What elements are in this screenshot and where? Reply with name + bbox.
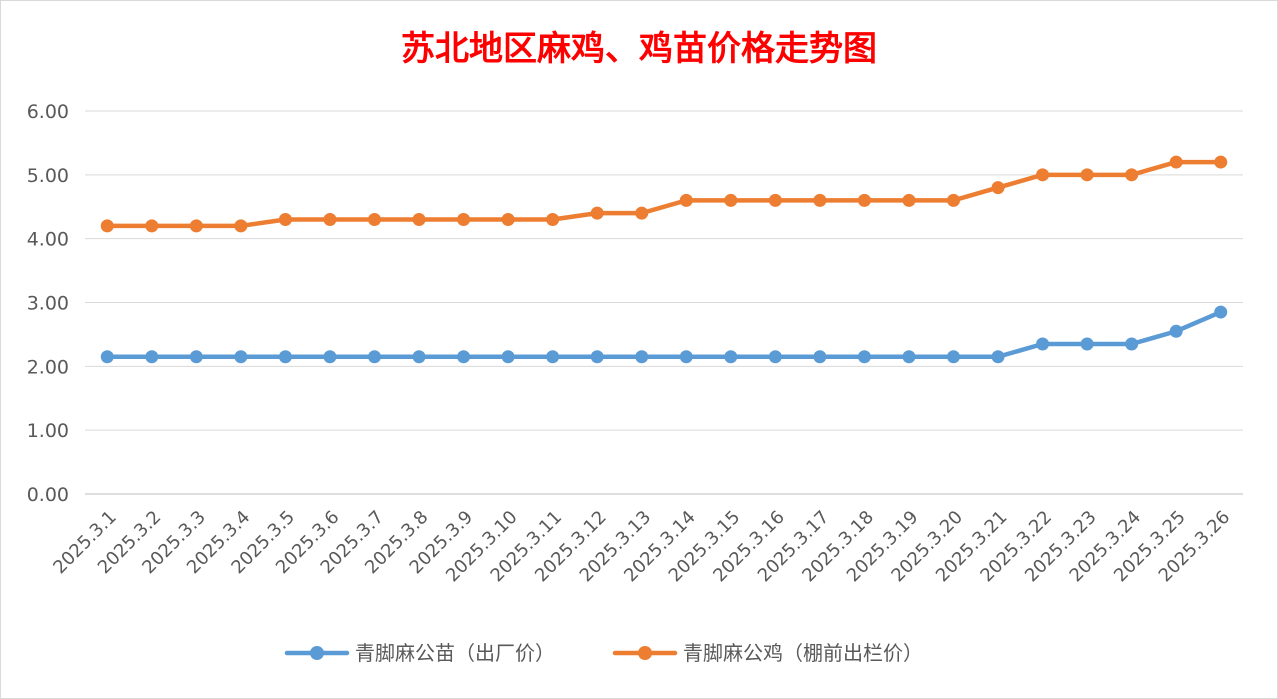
data-point: [724, 193, 738, 207]
data-point: [635, 350, 649, 364]
y-tick-label: 4.00: [27, 229, 69, 251]
data-point: [724, 350, 738, 364]
data-point: [679, 193, 693, 207]
data-point: [857, 350, 871, 364]
data-point: [234, 219, 248, 233]
y-tick-label: 5.00: [27, 165, 69, 187]
chart-title: 苏北地区麻鸡、鸡苗价格走势图: [401, 29, 877, 69]
data-point: [679, 350, 693, 364]
legend-label: 青脚麻公鸡（棚前出栏价）: [683, 641, 923, 665]
data-point: [1169, 324, 1183, 338]
data-point: [368, 350, 381, 364]
data-point: [1036, 337, 1050, 351]
legend-entry: 青脚麻公鸡（棚前出栏价）: [612, 641, 923, 665]
gridlines: [85, 110, 1243, 495]
data-point: [1214, 155, 1228, 169]
data-point: [412, 213, 426, 227]
data-point: [902, 193, 916, 207]
data-point: [1080, 337, 1094, 351]
data-point: [768, 350, 782, 364]
data-point: [278, 213, 292, 227]
data-point: [457, 350, 471, 364]
series-line: [105, 159, 1223, 229]
y-tick-label: 1.00: [27, 420, 69, 442]
data-point: [546, 350, 560, 364]
data-point: [100, 350, 114, 364]
data-point: [100, 219, 114, 233]
data-point: [1036, 168, 1050, 182]
data-point: [145, 350, 159, 364]
data-point: [1169, 155, 1183, 169]
y-axis-ticks: 0.00 1.00 2.00 3.00 4.00 5.00 6.00: [27, 101, 69, 506]
data-point: [1125, 337, 1139, 351]
data-point: [947, 350, 960, 364]
data-point: [991, 350, 1005, 364]
legend-label: 青脚麻公苗（出厂价）: [355, 641, 555, 665]
legend: 青脚麻公苗（出厂价） 青脚麻公鸡（棚前出栏价）: [284, 641, 923, 665]
data-point: [902, 350, 916, 364]
data-point: [590, 350, 604, 364]
data-point: [189, 219, 203, 233]
data-point: [501, 213, 515, 227]
data-point: [768, 193, 782, 207]
data-point: [368, 213, 381, 227]
data-point: [501, 350, 515, 364]
data-point: [590, 206, 604, 220]
series-1: [100, 305, 1228, 364]
legend-marker: [638, 646, 652, 660]
data-point: [635, 206, 649, 220]
data-point: [813, 350, 827, 364]
data-point: [412, 350, 426, 364]
data-point: [813, 193, 827, 207]
data-point: [991, 181, 1005, 195]
data-point: [278, 350, 292, 364]
y-tick-label: 6.00: [27, 101, 69, 123]
series-lines: [100, 155, 1228, 364]
data-point: [145, 219, 159, 233]
data-point: [1080, 168, 1094, 182]
legend-marker: [310, 646, 324, 660]
series-line: [105, 309, 1223, 360]
data-point: [1125, 168, 1139, 182]
data-point: [947, 193, 960, 207]
data-point: [323, 350, 337, 364]
y-tick-label: 3.00: [27, 293, 69, 315]
data-point: [546, 213, 560, 227]
data-point: [189, 350, 203, 364]
data-point: [323, 213, 337, 227]
data-point: [457, 213, 471, 227]
series-2: [100, 155, 1228, 233]
x-axis-ticks: 2025.3.12025.3.22025.3.32025.3.42025.3.5…: [49, 507, 1234, 587]
y-tick-label: 2.00: [27, 356, 69, 378]
legend-entry: 青脚麻公苗（出厂价）: [284, 641, 555, 665]
y-tick-label: 0.00: [27, 484, 69, 506]
data-point: [857, 193, 871, 207]
data-point: [1214, 305, 1228, 319]
data-point: [234, 350, 248, 364]
